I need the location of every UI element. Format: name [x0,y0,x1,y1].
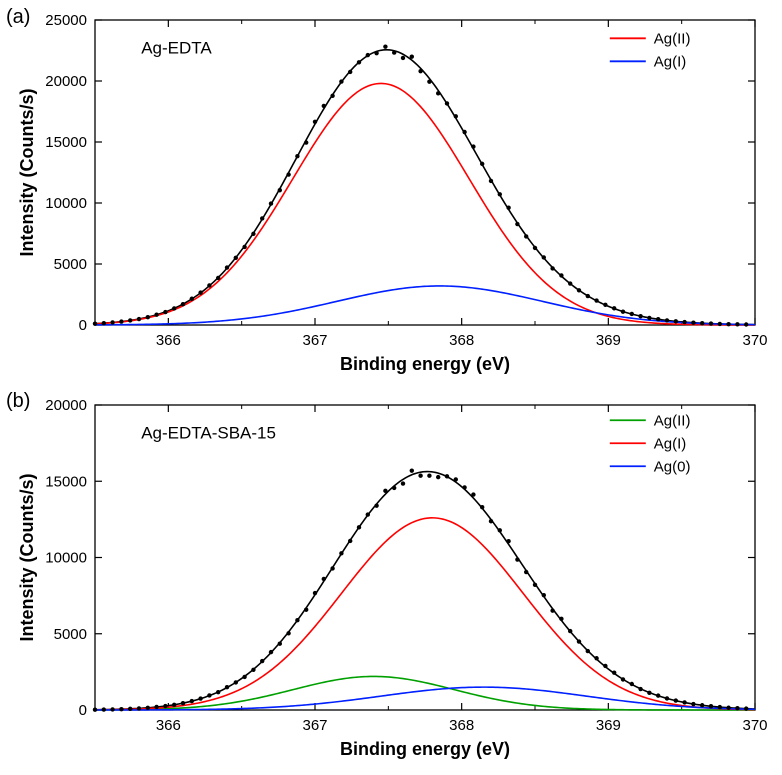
svg-text:0: 0 [79,702,87,719]
svg-text:15000: 15000 [45,134,87,151]
svg-text:367: 367 [302,332,327,349]
svg-text:0: 0 [79,317,87,334]
svg-text:370: 370 [742,717,767,734]
svg-text:Ag(II): Ag(II) [654,412,691,429]
svg-text:Ag-EDTA: Ag-EDTA [141,38,212,57]
svg-text:5000: 5000 [54,626,87,643]
svg-text:5000: 5000 [54,256,87,273]
panel-b-label: (b) [6,390,30,413]
svg-text:369: 369 [596,717,621,734]
svg-text:Ag-EDTA-SBA-15: Ag-EDTA-SBA-15 [141,423,276,442]
svg-text:10000: 10000 [45,550,87,567]
svg-text:366: 366 [156,717,181,734]
panel-b: 36636736836937005000100001500020000Bindi… [95,405,755,710]
svg-text:370: 370 [742,332,767,349]
svg-text:20000: 20000 [45,73,87,90]
svg-text:369: 369 [596,332,621,349]
svg-text:Binding energy (eV): Binding energy (eV) [340,739,510,759]
svg-text:Ag(II): Ag(II) [654,30,691,47]
svg-text:20000: 20000 [45,397,87,414]
panel-a: 3663673683693700500010000150002000025000… [95,20,755,325]
figure-container: (a) 366367368369370050001000015000200002… [0,0,782,763]
svg-text:15000: 15000 [45,473,87,490]
svg-text:368: 368 [449,717,474,734]
svg-text:367: 367 [302,717,327,734]
panel-b-svg: 36636736836937005000100001500020000Bindi… [95,405,755,775]
panel-a-svg: 3663673683693700500010000150002000025000… [95,20,755,390]
svg-text:Binding energy (eV): Binding energy (eV) [340,354,510,374]
svg-text:368: 368 [449,332,474,349]
svg-text:366: 366 [156,332,181,349]
svg-text:25000: 25000 [45,12,87,29]
svg-text:Intensity (Counts/s): Intensity (Counts/s) [17,473,37,641]
svg-text:Ag(0): Ag(0) [654,458,691,475]
svg-text:Ag(I): Ag(I) [654,53,687,70]
svg-text:10000: 10000 [45,195,87,212]
panel-a-label: (a) [6,6,30,29]
svg-text:Ag(I): Ag(I) [654,435,687,452]
svg-text:Intensity (Counts/s): Intensity (Counts/s) [17,88,37,256]
